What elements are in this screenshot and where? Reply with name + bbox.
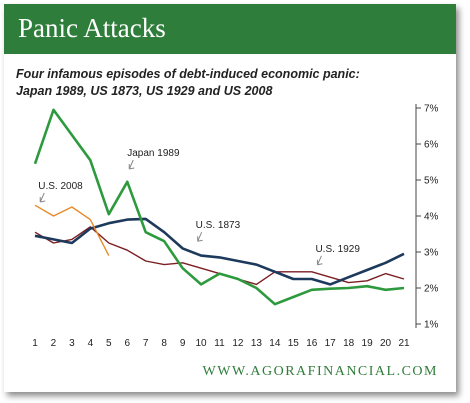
- x-tick-label: 16: [306, 338, 318, 349]
- x-tick-label: 21: [398, 338, 410, 349]
- x-tick-label: 4: [88, 338, 94, 349]
- x-tick-label: 20: [380, 338, 392, 349]
- x-tick-label: 3: [69, 338, 75, 349]
- x-tick-label: 10: [195, 338, 207, 349]
- x-tick-label: 14: [269, 338, 281, 349]
- annotation-label: U.S. 1929: [315, 244, 360, 255]
- x-tick-label: 18: [343, 338, 355, 349]
- annotation-arrow: [316, 255, 323, 266]
- x-tick-label: 17: [325, 338, 337, 349]
- annotation-label: U.S. 2008: [38, 181, 83, 192]
- x-tick-label: 5: [106, 338, 112, 349]
- x-tick-label: 8: [161, 338, 167, 349]
- source-url: WWW.AGORAFINANCIAL.COM: [202, 364, 438, 379]
- page-title: Panic Attacks: [18, 13, 166, 43]
- y-tick-label: 3%: [424, 248, 439, 259]
- x-tick-label: 19: [362, 338, 374, 349]
- y-tick-label: 6%: [424, 140, 439, 151]
- series-line-u-s-1929: [34, 226, 405, 286]
- y-tick-label: 2%: [424, 284, 439, 295]
- annotation-arrow: [128, 159, 135, 170]
- x-tick-label: 13: [251, 338, 263, 349]
- series-line-u-s-1873: [34, 217, 405, 286]
- annotation-label: U.S. 1873: [196, 220, 241, 231]
- chart-subtitle: Four infamous episodes of debt-induced e…: [16, 66, 446, 100]
- subtitle-line-2: Japan 1989, US 1873, US 1929 and US 2008: [16, 84, 273, 98]
- annotation-label: Japan 1989: [127, 148, 180, 159]
- x-tick-label: 1: [32, 338, 38, 349]
- subtitle-line-1: Four infamous episodes of debt-induced e…: [16, 67, 360, 81]
- x-tick-label: 7: [143, 338, 149, 349]
- y-tick-label: 7%: [424, 104, 439, 115]
- annotation-arrow: [39, 192, 46, 203]
- series-line-japan-1989: [33, 108, 405, 306]
- x-tick-label: 11: [214, 338, 225, 349]
- series-line-u-s-2008: [34, 204, 110, 256]
- line-chart: 1%2%3%4%5%6%7%1 2 3 4 5 6 7 8 9 10 11 12 13 14 15 16 17 1…: [32, 104, 439, 350]
- y-tick-label: 1%: [424, 320, 439, 331]
- y-tick-label: 4%: [424, 212, 439, 223]
- footer: WWW.AGORAFINANCIAL.COM: [4, 352, 456, 392]
- x-tick-label: 15: [288, 338, 300, 349]
- x-tick-label: 2: [51, 338, 57, 349]
- chart-card: Panic Attacks Four infamous episodes of …: [4, 4, 456, 392]
- y-tick-label: 5%: [424, 176, 439, 187]
- annotation-arrow: [197, 231, 203, 242]
- x-tick-label: 12: [232, 338, 244, 349]
- x-tick-label: 6: [124, 338, 130, 349]
- x-tick-label: 9: [180, 338, 186, 349]
- header-bar: Panic Attacks: [4, 4, 456, 54]
